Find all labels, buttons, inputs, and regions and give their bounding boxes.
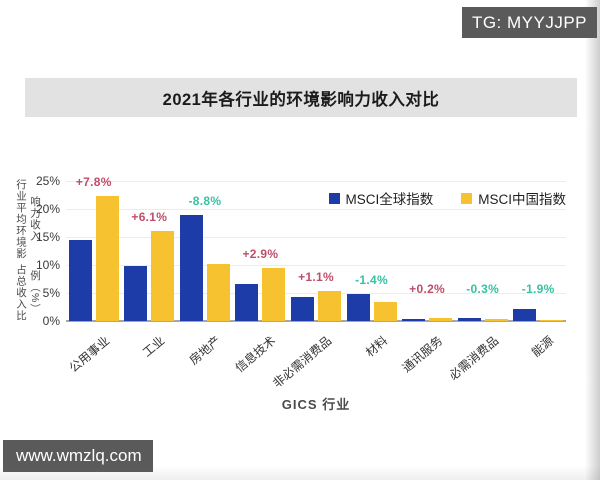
bar-msci-china-8 [484, 319, 508, 321]
bar-msci-global-6 [346, 294, 370, 321]
bar-msci-china-3 [206, 263, 230, 321]
gridline-10 [66, 265, 566, 266]
legend-swatch-global-icon [328, 192, 340, 204]
bar-msci-global-9 [513, 309, 537, 321]
gridline-15 [66, 237, 566, 238]
legend-label-msci-china: MSCI中国指数 [478, 192, 566, 207]
gridline-0 [66, 320, 566, 322]
diff-label-2: +6.1% [131, 210, 168, 225]
diff-label-1: +7.8% [75, 175, 112, 190]
tg-watermark-badge: TG: MYYJJPP [462, 7, 597, 38]
bar-msci-china-9 [540, 319, 564, 321]
bar-msci-global-2 [124, 265, 148, 321]
page-title: 2021年各行业的环境影响力收入对比 [162, 90, 440, 109]
bar-msci-global-5 [291, 296, 314, 321]
bar-chart-plot-area: MSCI全球指数 MSCI中国指数 +7.8% 公用事业 +6.1% 工业 -8.8% 房… [66, 172, 566, 391]
bar-msci-china-7 [429, 318, 453, 321]
diff-label-7: +0.2% [409, 282, 446, 296]
bar-msci-china-1 [95, 196, 119, 321]
tg-watermark-text: TG: MYYJJPP [471, 12, 588, 32]
gridline-5 [66, 293, 566, 294]
bar-msci-china-4 [262, 267, 286, 321]
y-tick-label-5: 5% [42, 286, 60, 300]
bar-msci-china-5 [318, 290, 341, 321]
y-axis-title: 行业平均环境影响力收入 占总收入比例（%） [14, 178, 42, 326]
legend-swatch-china-icon [461, 192, 473, 204]
diff-label-5: +1.1% [298, 269, 334, 284]
y-tick-label-0: 0% [42, 314, 60, 328]
chart-title-bar: 2021年各行业的环境影响力收入对比 [25, 78, 577, 117]
site-watermark-badge: www.wmzlq.com [3, 440, 153, 472]
bar-msci-global-3 [179, 214, 203, 321]
y-tick-label-10: 10% [35, 258, 60, 272]
diff-label-9: -1.9% [521, 282, 555, 296]
gridline-25 [66, 181, 566, 182]
y-axis-title-line2: 占总收入比例（%） [15, 264, 41, 322]
y-axis-title-line1: 行业平均环境影响力收入 [15, 178, 41, 260]
y-tick-label-20: 20% [35, 202, 60, 216]
bar-msci-global-7 [402, 319, 426, 321]
diff-label-3: -8.8% [188, 193, 222, 208]
diff-label-4: +2.9% [242, 246, 279, 261]
legend-label-msci-global: MSCI全球指数 [345, 192, 434, 207]
bar-msci-global-4 [235, 284, 259, 321]
legend-item-msci-global: MSCI全球指数 [328, 188, 434, 208]
y-tick-label-15: 15% [35, 230, 60, 244]
bar-msci-china-2 [151, 231, 175, 321]
chart-legend: MSCI全球指数 MSCI中国指数 [328, 188, 566, 208]
y-tick-label-25: 25% [35, 174, 60, 188]
gridline-20 [66, 209, 566, 210]
diff-label-6: -1.4% [355, 273, 388, 288]
bar-msci-china-6 [373, 301, 397, 321]
diff-label-8: -0.3% [466, 282, 500, 296]
site-watermark-text: www.wmzlq.com [16, 446, 142, 465]
legend-item-msci-china: MSCI中国指数 [461, 188, 566, 208]
bar-msci-global-8 [457, 317, 481, 321]
bar-msci-global-1 [68, 239, 92, 321]
x-axis-title: GICS 行业 [281, 397, 351, 412]
